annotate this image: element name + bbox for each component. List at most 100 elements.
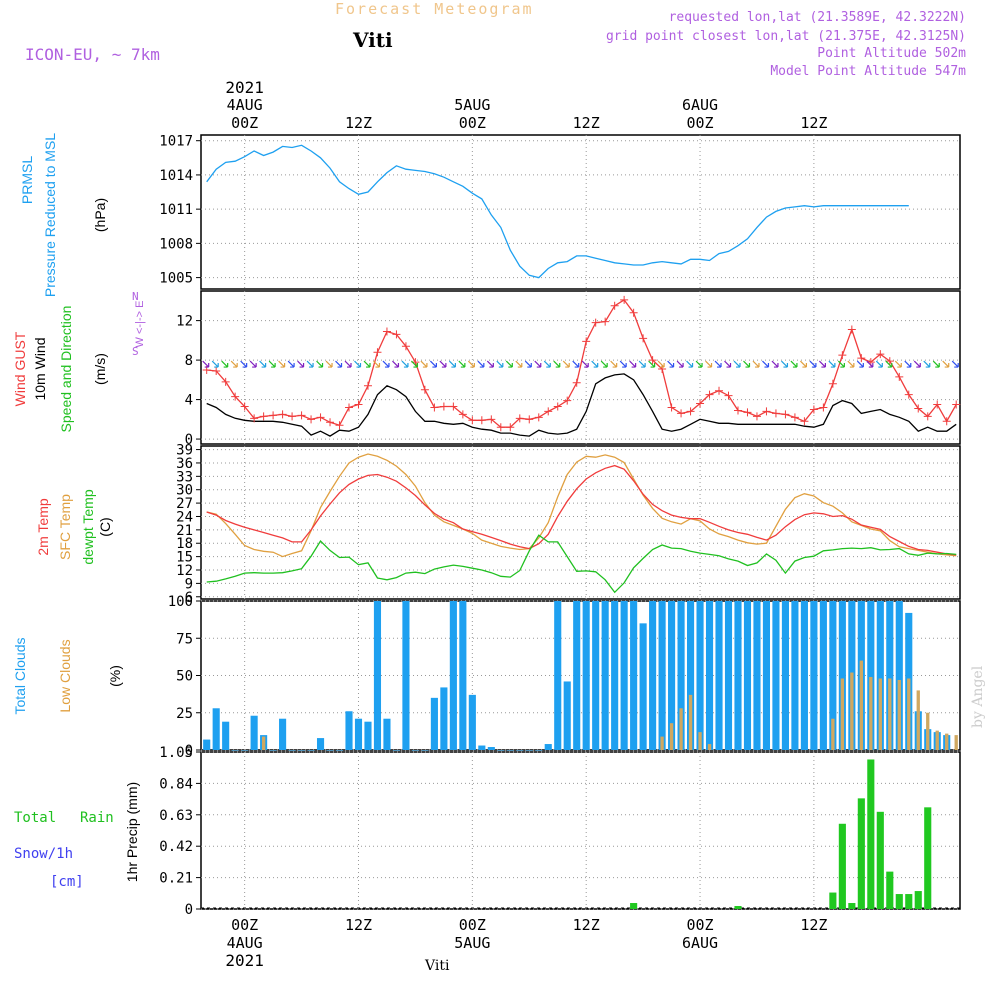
- gust-point: [819, 403, 828, 412]
- total-cloud-bar: [525, 750, 533, 751]
- total-cloud-bar: [781, 601, 789, 750]
- gust-point: [715, 386, 724, 395]
- low-cloud-bar: [878, 678, 882, 750]
- gust-point: [933, 400, 942, 409]
- total-cloud-bar: [288, 750, 296, 751]
- gust-point: [620, 295, 629, 304]
- top-day-label: 4AUG: [227, 96, 263, 114]
- wind-direction-arrow: [420, 360, 428, 368]
- meteogram-title: Forecast Meteogram: [335, 0, 534, 18]
- wind-direction-arrow: [856, 360, 864, 368]
- wind-direction-arrow: [866, 360, 874, 368]
- precip-label-cm: [cm]: [50, 874, 84, 890]
- total-cloud-bar: [307, 750, 315, 751]
- gust-point: [468, 416, 477, 425]
- bottom-hour-label: 00Z: [231, 916, 258, 934]
- total-cloud-bar: [326, 750, 334, 751]
- gust-point: [885, 357, 894, 366]
- wind-direction-arrow: [733, 360, 741, 368]
- wind-direction-arrow: [752, 360, 760, 368]
- sfc-temp-line: [206, 453, 957, 558]
- gust-point: [705, 390, 714, 399]
- wind-direction-arrow: [316, 360, 324, 368]
- wind-direction-arrow: [828, 360, 836, 368]
- gust-point: [345, 403, 354, 412]
- low-cloud-bar: [907, 678, 911, 750]
- low-cloud-bar: [935, 730, 939, 750]
- total-cloud-bar: [411, 750, 419, 751]
- total-cloud-bar: [516, 750, 524, 751]
- total-cloud-bar: [449, 601, 457, 750]
- y-tick-label: 50: [176, 669, 193, 685]
- bottom-hour-label: 12Z: [573, 916, 600, 934]
- total-cloud-bar: [762, 601, 771, 750]
- gust-point: [648, 356, 657, 365]
- gust-point: [430, 403, 439, 412]
- temp-2m-line: [206, 464, 957, 556]
- wind-direction-arrow: [648, 360, 656, 368]
- total-cloud-bar: [620, 601, 628, 750]
- gust-point: [677, 409, 686, 418]
- precip-label-total: Total: [14, 810, 57, 826]
- total-cloud-bar: [402, 601, 410, 750]
- wind-direction-arrow: [629, 360, 637, 368]
- wind-direction-arrow: [638, 360, 646, 368]
- wind-direction-arrow: [904, 360, 912, 368]
- wind-direction-arrow: [211, 360, 219, 368]
- wind-direction-arrow: [543, 360, 551, 368]
- gust-point: [828, 379, 837, 388]
- y-tick-label: 33: [176, 469, 193, 485]
- wind-direction-arrow: [875, 360, 883, 368]
- rain-bar: [886, 871, 894, 909]
- low-cloud-bar: [679, 708, 683, 750]
- total-cloud-bar: [630, 601, 638, 750]
- wind-direction-arrow: [762, 360, 770, 368]
- total-cloud-bar: [658, 601, 666, 750]
- total-cloud-bar: [838, 601, 846, 750]
- wind-direction-arrow: [240, 360, 248, 368]
- wind-direction-arrow: [923, 360, 931, 368]
- gust-point: [658, 364, 667, 373]
- y-tick-label: 25: [176, 706, 193, 722]
- wind-direction-arrow: [410, 360, 419, 368]
- wind-direction-arrow: [743, 360, 751, 368]
- wind-direction-arrow: [818, 360, 826, 368]
- wind-direction-arrow: [695, 360, 703, 368]
- gust-point: [326, 418, 335, 427]
- wind-direction-arrow: [297, 360, 305, 368]
- rain-bar: [630, 903, 638, 909]
- total-cloud-bar: [563, 681, 571, 750]
- wind-direction-arrow: [505, 360, 513, 368]
- bottom-hour-label: 12Z: [345, 916, 372, 934]
- total-cloud-bar: [269, 750, 277, 751]
- y-tick-label: 4: [185, 393, 193, 409]
- gust-point: [250, 414, 259, 423]
- gust-point: [696, 399, 705, 408]
- gust-point: [591, 318, 600, 327]
- low-cloud-bar: [707, 744, 712, 750]
- wind-direction-arrow: [325, 360, 333, 368]
- gust-point: [904, 390, 913, 399]
- gust-point: [335, 421, 344, 430]
- wind-direction-arrow: [581, 360, 589, 368]
- low-cloud-bar: [954, 735, 958, 750]
- wind-direction-arrow: [287, 360, 295, 368]
- wind-direction-arrow: [619, 360, 627, 368]
- y-tick-label: 27: [176, 496, 193, 512]
- y-tick-label: 0.63: [159, 808, 193, 824]
- total-cloud-bar: [298, 750, 306, 751]
- top-year-label: 2021: [225, 78, 264, 97]
- wind-direction-arrow: [363, 360, 371, 368]
- wind-direction-arrow: [714, 360, 722, 368]
- low-cloud-bar: [660, 736, 664, 750]
- gust-point: [269, 411, 278, 420]
- wind-direction-arrow: [591, 360, 599, 368]
- bottom-hour-label: 00Z: [459, 916, 486, 934]
- low-cloud-bar: [669, 723, 674, 750]
- wind-direction-arrow: [932, 360, 940, 368]
- total-cloud-bar: [203, 739, 211, 750]
- total-cloud-bar: [468, 694, 476, 750]
- gust-point: [838, 351, 847, 360]
- low-cloud-bar: [698, 732, 702, 750]
- y-tick-label: 75: [176, 631, 193, 647]
